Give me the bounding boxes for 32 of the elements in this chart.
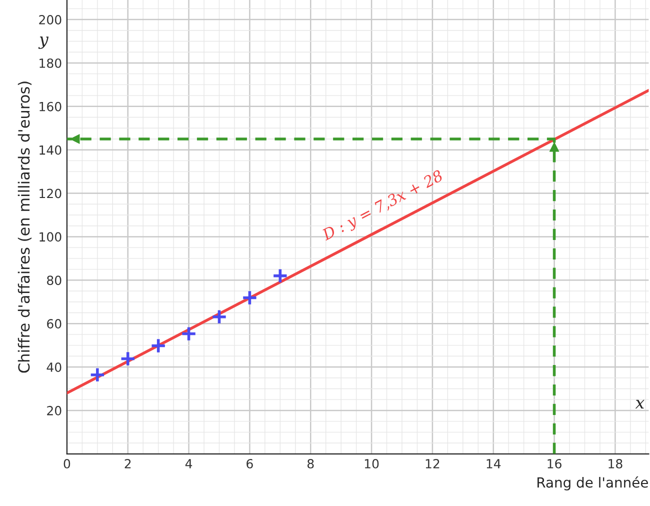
x-tick-label: 14: [486, 459, 501, 468]
point: [211, 308, 228, 325]
x-tick-label: 6: [246, 458, 253, 468]
text: y: [38, 36, 49, 49]
y-tick-label: 120: [40, 188, 62, 198]
y-tick-label: 80: [47, 276, 62, 286]
annotation: x: [635, 400, 644, 409]
point: [120, 350, 136, 367]
x-tick-label: 16: [548, 458, 562, 468]
y-tick-label: 180: [40, 58, 62, 68]
x-tick-label: 4: [185, 459, 192, 468]
annotation: D : y = 7,3x + 28: [320, 169, 446, 244]
x-tick-label: 12: [426, 458, 440, 468]
x-tick-label: 10: [364, 458, 379, 468]
y-tick-label: 60: [47, 319, 62, 329]
y-tick-label: 140: [40, 145, 62, 155]
x-tick-label: 2: [124, 458, 131, 468]
point: [272, 268, 288, 284]
y-tick-label: 200: [39, 15, 62, 24]
x-tick-label: 0: [64, 458, 70, 468]
x-tick-label: 8: [307, 458, 314, 468]
point: [150, 338, 166, 354]
x-axis-title: Rang de l'année: [538, 476, 648, 490]
y-axis-title: Chiffre d'affaires (en milliards d'euros): [18, 82, 32, 373]
y-tick-label: 20: [47, 406, 62, 416]
y-tick-label: 160: [40, 102, 62, 112]
y-tick-label: 40: [46, 362, 62, 372]
y-tick-label: 100: [40, 232, 62, 242]
point: [89, 366, 106, 383]
point: [242, 290, 258, 306]
x-tick-label: 18: [608, 458, 622, 468]
point: [180, 326, 197, 342]
